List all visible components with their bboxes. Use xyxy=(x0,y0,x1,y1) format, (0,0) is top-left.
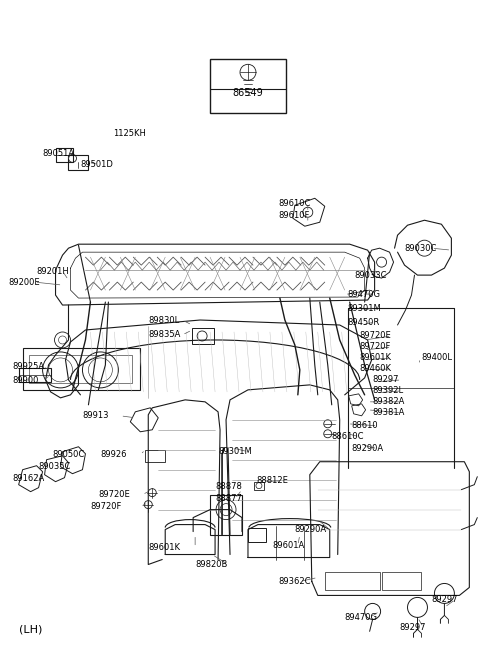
Text: 88878: 88878 xyxy=(215,482,242,491)
Text: 86549: 86549 xyxy=(233,88,264,98)
Text: 89720E: 89720E xyxy=(98,490,130,499)
Bar xyxy=(248,527,266,542)
Text: 88877: 88877 xyxy=(215,494,242,503)
Bar xyxy=(210,58,286,113)
Text: 89610C: 89610C xyxy=(278,198,310,208)
Text: 89050C: 89050C xyxy=(52,450,85,459)
Text: 89470G: 89470G xyxy=(345,613,378,622)
Bar xyxy=(192,328,214,344)
Text: 89460K: 89460K xyxy=(360,364,392,373)
Text: 89610F: 89610F xyxy=(278,211,309,219)
Text: 1125KH: 1125KH xyxy=(113,129,146,138)
Bar xyxy=(19,368,50,382)
Bar xyxy=(210,495,242,534)
Text: 89835A: 89835A xyxy=(148,331,180,339)
Text: 89900: 89900 xyxy=(12,377,39,385)
Text: 89830L: 89830L xyxy=(148,316,180,324)
Text: 89450R: 89450R xyxy=(348,318,380,326)
Text: 89201H: 89201H xyxy=(36,267,69,276)
Text: 89601K: 89601K xyxy=(360,354,392,362)
Text: 89601A: 89601A xyxy=(272,541,304,550)
Text: 89033C: 89033C xyxy=(355,271,387,280)
Text: 89470G: 89470G xyxy=(348,290,381,299)
Text: 89051A: 89051A xyxy=(43,149,75,158)
Text: 88610C: 88610C xyxy=(332,432,364,441)
Text: 89030C: 89030C xyxy=(405,244,437,253)
Text: 89035C: 89035C xyxy=(38,462,71,471)
Text: 88610: 88610 xyxy=(352,421,378,430)
Bar xyxy=(382,572,421,590)
Text: 89720F: 89720F xyxy=(360,343,391,352)
Text: 89297: 89297 xyxy=(399,623,426,632)
Text: 89400L: 89400L xyxy=(421,354,453,362)
Text: 89162A: 89162A xyxy=(12,474,45,483)
Text: 89925A: 89925A xyxy=(12,362,45,371)
Bar xyxy=(254,481,264,490)
Text: 89501D: 89501D xyxy=(81,160,113,169)
Text: 89301M: 89301M xyxy=(348,303,382,312)
Text: 89290A: 89290A xyxy=(295,525,327,534)
Bar xyxy=(145,450,165,462)
Bar xyxy=(325,572,380,590)
Text: 89601K: 89601K xyxy=(148,543,180,552)
Text: 89290A: 89290A xyxy=(352,444,384,453)
Text: 89301M: 89301M xyxy=(218,447,252,457)
Text: 89297: 89297 xyxy=(432,595,458,604)
Text: 89297: 89297 xyxy=(372,375,399,384)
Text: 89382A: 89382A xyxy=(372,398,405,406)
Bar xyxy=(29,355,132,383)
Text: 89362C: 89362C xyxy=(278,577,311,586)
Text: 89392L: 89392L xyxy=(372,386,404,396)
Text: 89913: 89913 xyxy=(83,411,109,421)
Text: 88812E: 88812E xyxy=(256,476,288,485)
Bar xyxy=(23,348,140,390)
Text: 89820B: 89820B xyxy=(195,560,228,569)
Text: 89926: 89926 xyxy=(100,450,127,459)
Text: 89200E: 89200E xyxy=(9,278,40,287)
Text: 89720E: 89720E xyxy=(360,331,391,341)
Text: 89720F: 89720F xyxy=(90,502,122,511)
Bar xyxy=(69,155,88,170)
Text: 89381A: 89381A xyxy=(372,408,405,417)
Bar xyxy=(56,149,73,162)
Text: (LH): (LH) xyxy=(19,624,42,634)
